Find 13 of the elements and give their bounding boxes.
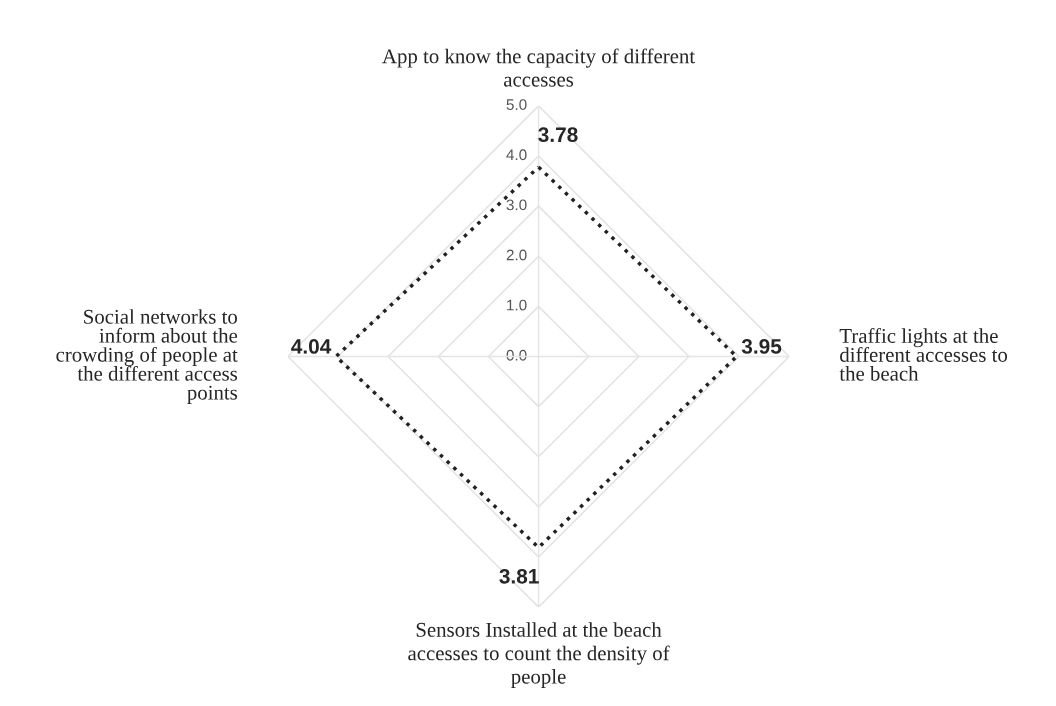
spoke-label: App to know the capacity of different accesses [382, 48, 696, 87]
y-tick-label: 1.0 [507, 299, 527, 311]
spoke-label: Sensors Installed at the beach accesses to count the density of people [408, 622, 670, 688]
spoke-label: Traffic lights at the different accesses to the beach [839, 328, 1008, 381]
y-tick-label: 5.0 [506, 99, 527, 110]
y-tick-label: 4.0 [506, 149, 527, 161]
y-tick-label: 3.0 [506, 199, 527, 211]
data-label: 4.04 [291, 339, 332, 354]
y-tick-label: 2.0 [506, 249, 527, 261]
spoke-label: Social networks to inform about the crowding of people at the different access points [56, 309, 238, 404]
data-label: 3.81 [499, 568, 539, 584]
data-label: 3.95 [741, 339, 782, 354]
data-label: 3.78 [538, 127, 578, 143]
